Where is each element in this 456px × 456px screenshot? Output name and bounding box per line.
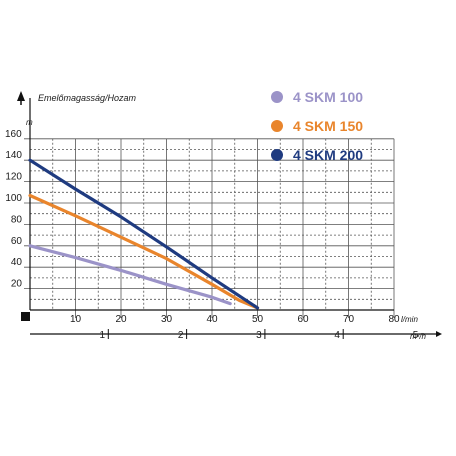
x-tick-label: 70 xyxy=(343,314,355,325)
x2-tick-label: 1 xyxy=(100,330,106,341)
x-tick-label: 30 xyxy=(161,314,173,325)
y-tick-label: 20 xyxy=(11,279,23,290)
x-tick-label: 40 xyxy=(206,314,218,325)
origin-marker xyxy=(21,312,30,321)
chart-grid xyxy=(24,138,395,318)
x2-tick-label: 2 xyxy=(178,330,184,341)
legend-label: 4 SKM 100 xyxy=(293,89,363,105)
y-tick-label: 140 xyxy=(5,150,22,161)
x2-axis-arrow xyxy=(436,331,442,337)
y-tick-label: 100 xyxy=(5,193,22,204)
legend-marker xyxy=(271,91,283,103)
legend-marker xyxy=(271,149,283,161)
x2-axis-unit: m³/h xyxy=(410,332,427,341)
y-tick-label: 120 xyxy=(5,172,22,183)
y-axis-unit: m xyxy=(26,118,33,127)
chart-tick-labels: 1 2 3 4 5 20 40 60 80 100 120 140 160 10 20 30 40 50 60 70 8… xyxy=(5,129,419,341)
x-tick-label: 80 xyxy=(388,314,400,325)
x-axis-unit: l/min xyxy=(401,315,418,324)
series-line xyxy=(28,158,260,310)
x-tick-label: 60 xyxy=(297,314,309,325)
x2-tick-label: 4 xyxy=(334,330,340,341)
chart-series-lines xyxy=(28,158,260,310)
y-axis-arrow xyxy=(17,91,25,101)
series-line xyxy=(28,193,260,310)
x2-tick-label: 3 xyxy=(256,330,262,341)
x-tick-label: 20 xyxy=(115,314,127,325)
x-tick-label: 50 xyxy=(252,314,264,325)
y-tick-label: 80 xyxy=(11,214,23,225)
chart-axes xyxy=(17,91,442,339)
legend-marker xyxy=(271,120,283,132)
y-tick-label: 60 xyxy=(11,236,23,247)
y-axis-label: Emelőmagasság/Hozam xyxy=(38,93,137,103)
x-tick-label: 10 xyxy=(70,314,82,325)
y-tick-label: 40 xyxy=(11,257,23,268)
x2-tick-label: 5 xyxy=(413,330,419,341)
legend-label: 4 SKM 200 xyxy=(293,147,363,163)
y-tick-label: 160 xyxy=(5,129,22,140)
series-line xyxy=(28,244,232,306)
chart-legend: 4 SKM 100 4 SKM 150 4 SKM 200 xyxy=(271,89,363,163)
legend-label: 4 SKM 150 xyxy=(293,118,363,134)
